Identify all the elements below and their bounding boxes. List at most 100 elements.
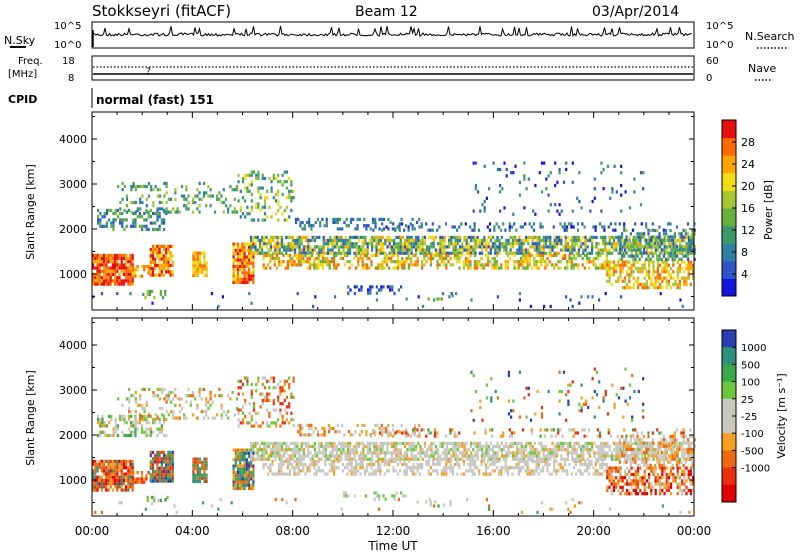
echo-cell <box>652 229 654 232</box>
echo-cell <box>283 455 285 458</box>
echo-cell <box>375 249 377 252</box>
echo-cell <box>282 212 284 215</box>
echo-cell <box>96 263 98 266</box>
echo-cell <box>103 466 105 469</box>
echo-cell <box>575 263 577 266</box>
echo-cell <box>399 260 401 263</box>
echo-cell <box>239 249 241 252</box>
echo-cell <box>604 463 606 466</box>
echo-cell <box>466 448 468 451</box>
echo-cell <box>518 267 520 270</box>
echo-cell <box>530 305 532 308</box>
echo-cell <box>150 270 152 273</box>
echo-cell <box>520 469 522 472</box>
echo-cell <box>94 463 96 466</box>
echo-cell <box>250 245 252 248</box>
echo-cell <box>264 177 266 180</box>
echo-cell <box>141 481 143 484</box>
echo-cell <box>395 455 397 458</box>
echo-cell <box>481 252 483 255</box>
echo-cell <box>513 466 515 469</box>
echo-cell <box>380 442 382 445</box>
echo-cell <box>122 198 124 201</box>
echo-cell <box>313 463 315 466</box>
echo-cell <box>666 270 668 273</box>
echo-cell <box>123 228 125 231</box>
echo-cell <box>473 162 475 165</box>
echo-cell <box>477 448 479 451</box>
echo-cell <box>644 245 646 248</box>
echo-cell <box>593 466 595 469</box>
echo-cell <box>150 467 152 470</box>
echo-cell <box>549 455 551 458</box>
echo-cell <box>535 466 537 469</box>
echo-cell <box>344 466 346 469</box>
echo-cell <box>611 267 613 270</box>
echo-cell <box>477 445 479 448</box>
echo-cell <box>303 458 305 461</box>
echo-cell <box>456 254 458 257</box>
echo-cell <box>448 448 450 451</box>
echo-cell <box>463 249 465 252</box>
echo-cell <box>129 473 131 476</box>
echo-cell <box>156 434 158 437</box>
echo-cell <box>144 388 146 391</box>
echo-cell <box>268 458 270 461</box>
echo-cell <box>436 254 438 257</box>
echo-cell <box>592 225 594 228</box>
echo-cell <box>351 463 353 466</box>
echo-cell <box>116 292 118 295</box>
echo-cell <box>106 434 108 437</box>
echo-cell <box>252 262 254 265</box>
echo-cell <box>314 236 316 239</box>
echo-cell <box>479 242 481 245</box>
echo-cell <box>170 480 172 483</box>
echo-cell <box>244 187 246 190</box>
echo-cell <box>129 469 131 472</box>
echo-cell <box>439 463 441 466</box>
echo-cell <box>313 224 315 227</box>
echo-cell <box>324 460 326 463</box>
echo-cell <box>298 463 300 466</box>
echo-cell <box>203 461 205 464</box>
echo-cell <box>637 242 639 245</box>
echo-cell <box>296 236 298 239</box>
echo-cell <box>487 254 489 257</box>
echo-cell <box>669 255 671 258</box>
echo-cell <box>512 458 514 461</box>
echo-cell <box>615 236 617 239</box>
echo-cell <box>345 239 347 242</box>
echo-cell <box>283 451 285 454</box>
echo-cell <box>142 293 144 296</box>
echo-cell <box>505 263 507 266</box>
echo-cell <box>362 263 364 266</box>
echo-cell <box>581 206 583 209</box>
echo-cell <box>134 222 136 225</box>
echo-cell <box>433 442 435 445</box>
echo-cell <box>571 245 573 248</box>
echo-cell <box>276 245 278 248</box>
echo-cell <box>152 467 154 470</box>
echo-cell <box>432 460 434 463</box>
echo-cell <box>406 239 408 242</box>
echo-cell <box>233 484 235 487</box>
echo-cell <box>196 407 198 410</box>
echo-cell <box>112 463 114 466</box>
echo-cell <box>619 235 621 238</box>
echo-cell <box>668 280 670 283</box>
echo-cell <box>150 460 152 463</box>
echo-cell <box>395 445 397 448</box>
echo-cell <box>172 451 174 454</box>
echo-cell <box>123 254 125 257</box>
echo-cell <box>250 455 252 458</box>
echo-cell <box>264 199 266 202</box>
echo-cell <box>152 254 154 257</box>
echo-cell <box>401 257 403 260</box>
echo-cell <box>403 267 405 270</box>
echo-cell <box>406 249 408 252</box>
echo-cell <box>625 251 627 254</box>
echo-cell <box>375 451 377 454</box>
echo-cell <box>265 463 267 466</box>
echo-cell <box>252 252 254 255</box>
echo-cell <box>148 195 150 198</box>
